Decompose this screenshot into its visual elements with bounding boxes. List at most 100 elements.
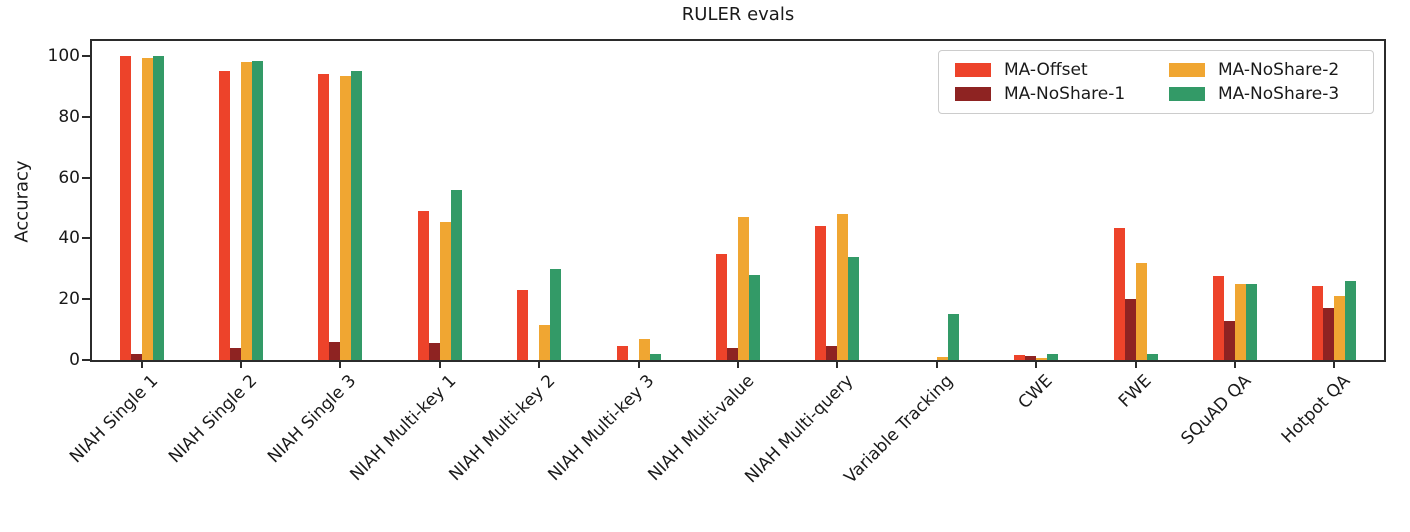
bar [1113, 227, 1125, 360]
bar [219, 71, 231, 360]
bar [252, 61, 264, 360]
x-tick-label: NIAH Single 2 [165, 371, 262, 468]
bar [1025, 356, 1037, 360]
legend-label: MA-NoShare-2 [1218, 60, 1340, 80]
x-tick-mark [737, 361, 739, 368]
x-tick-label: NIAH Single 1 [65, 371, 162, 468]
bar [241, 62, 253, 360]
bar-group [191, 41, 290, 360]
bar [716, 253, 728, 360]
bar-group [788, 41, 887, 360]
bar-group [291, 41, 390, 360]
bar [1135, 262, 1147, 360]
y-tick-mark [82, 237, 90, 240]
y-tick-label: 60 [58, 167, 80, 188]
bar-group [1086, 41, 1185, 360]
bar [1047, 353, 1059, 360]
bar [450, 189, 462, 360]
plot-area: MA-Offset MA-NoShare-1 MA-NoShare-2 MA-NoSh… [90, 39, 1386, 362]
legend-item: MA-NoShare-1 [955, 84, 1143, 104]
x-tick-mark [1134, 361, 1137, 368]
bar [539, 325, 551, 360]
y-axis-label: Accuracy [11, 160, 33, 243]
bar [152, 56, 164, 360]
bar-group [987, 41, 1086, 360]
x-tick-label: FWE [1115, 371, 1156, 412]
bar [727, 347, 739, 360]
bar [1036, 358, 1048, 360]
y-tick-mark [82, 115, 90, 118]
x-tick-mark [140, 361, 143, 368]
bar-groups [92, 41, 1384, 360]
bar [1345, 281, 1357, 360]
legend-swatch [955, 63, 991, 77]
x-tick-label: CWE [1014, 371, 1057, 414]
legend-label: MA-NoShare-3 [1218, 84, 1340, 104]
bar [230, 347, 242, 360]
y-tick-mark [82, 55, 90, 58]
bar-group [887, 41, 986, 360]
legend: MA-Offset MA-NoShare-1 MA-NoShare-2 MA-NoSh… [938, 50, 1374, 114]
bar [517, 290, 529, 360]
x-tick-mark [1333, 361, 1336, 368]
legend-label: MA-NoShare-1 [1004, 84, 1126, 104]
bar [439, 221, 451, 360]
x-tick-label: NIAH Multi-value [644, 371, 759, 485]
legend-swatch [1169, 63, 1205, 77]
x-tick-label: NIAH Multi-key 3 [544, 371, 659, 485]
bar [1245, 284, 1257, 360]
legend-label: MA-Offset [1004, 60, 1088, 80]
x-tick-label: SQuAD QA [1177, 371, 1256, 449]
legend-swatch [1169, 87, 1205, 101]
x-tick-mark [1035, 361, 1038, 368]
bar [318, 74, 330, 360]
bar [1146, 353, 1158, 360]
y-tick-label: 100 [47, 46, 80, 67]
y-tick-label: 20 [58, 289, 80, 310]
y-tick-label: 0 [69, 350, 80, 370]
x-tick-label: Variable Tracking [840, 371, 957, 488]
x-tick-label: Hotpot QA [1277, 371, 1355, 448]
bar [616, 346, 628, 360]
bar [947, 314, 959, 360]
bar [638, 338, 650, 360]
bar [550, 268, 562, 360]
x-tick-mark [438, 361, 441, 368]
bar [329, 341, 341, 360]
bar [119, 56, 131, 360]
bar [1014, 355, 1026, 360]
bar [649, 353, 661, 360]
y-tick-label: 40 [58, 228, 80, 249]
bar [428, 343, 440, 360]
y-tick-mark [82, 176, 90, 179]
bar [1234, 284, 1246, 360]
x-tick-label: NIAH Multi-key 1 [346, 371, 461, 485]
bar-group [390, 41, 489, 360]
bar [837, 214, 849, 360]
x-tick-label: NIAH Multi-query [741, 371, 858, 488]
bar [1334, 296, 1346, 360]
bar [417, 211, 429, 360]
bar-group [1185, 41, 1284, 360]
bar [130, 353, 142, 360]
x-tick-label: NIAH Single 3 [264, 371, 361, 468]
x-tick-mark [637, 361, 640, 368]
bar [1312, 285, 1324, 360]
y-tick-mark [82, 359, 90, 361]
bar [1124, 299, 1136, 360]
bar-group [490, 41, 589, 360]
legend-item: MA-NoShare-3 [1169, 84, 1357, 104]
chart-title: RULER evals [681, 4, 795, 25]
bar [351, 71, 363, 360]
bar-group [688, 41, 787, 360]
x-tick-label: NIAH Multi-key 2 [445, 371, 560, 485]
y-tick-label: 80 [58, 106, 80, 127]
bar [738, 217, 750, 360]
x-tick-mark [836, 361, 839, 368]
x-tick-mark [339, 361, 342, 368]
legend-item: MA-Offset [955, 60, 1143, 80]
bar [826, 346, 838, 360]
bar [749, 274, 761, 360]
y-tick-mark [82, 298, 90, 301]
